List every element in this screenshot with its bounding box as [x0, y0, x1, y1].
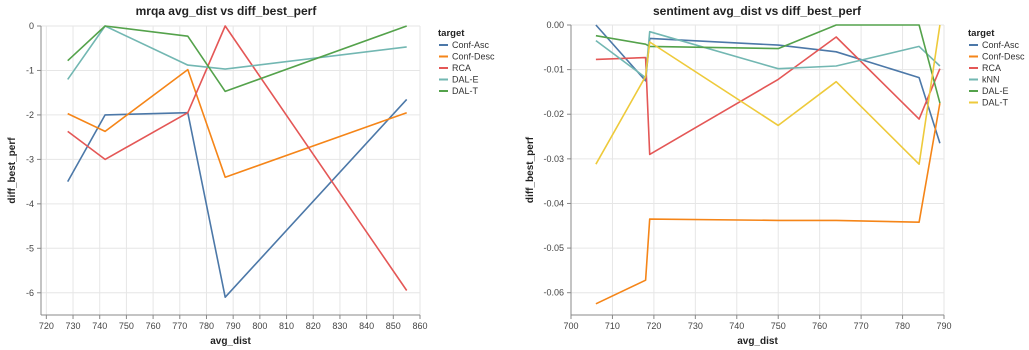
mrqa-x-tick-label: 840	[359, 321, 374, 331]
sentiment-x-tick-label: 710	[605, 321, 620, 331]
mrqa-x-tick-label: 820	[306, 321, 321, 331]
sentiment-y-tick-label: -0.06	[543, 288, 564, 298]
mrqa-y-tick-label: -1	[26, 65, 34, 75]
sentiment-y-tick-label: -0.01	[543, 65, 564, 75]
mrqa-x-tick-label: 740	[92, 321, 107, 331]
mrqa-x-tick-label: 800	[252, 321, 267, 331]
mrqa-x-tick-label: 750	[119, 321, 134, 331]
sentiment-chart-title: sentiment avg_dist vs diff_best_perf	[653, 4, 862, 18]
sentiment-x-tick-label: 780	[895, 321, 910, 331]
mrqa-series-line-rca	[67, 25, 408, 291]
mrqa-series-line-dal-t	[67, 25, 407, 93]
sentiment-series-line-dal-t	[595, 24, 941, 165]
mrqa-legend-label-dal-t: DAL-T	[452, 86, 479, 96]
sentiment-legend-title: target	[968, 28, 995, 39]
sentiment-x-tick-label: 790	[936, 321, 951, 331]
mrqa-x-tick-label: 780	[199, 321, 214, 331]
sentiment-y-tick-label: -0.02	[543, 109, 564, 119]
mrqa-x-tick-label: 770	[172, 321, 187, 331]
mrqa-legend-label-dal-e: DAL-E	[452, 75, 479, 85]
mrqa-legend-label-conf-desc: Conf-Desc	[452, 52, 495, 62]
sentiment-x-tick-label: 750	[771, 321, 786, 331]
mrqa-y-tick-label: -2	[26, 110, 34, 120]
mrqa-y-tick-label: -3	[26, 154, 34, 164]
mrqa-series-line-conf-asc	[67, 98, 408, 299]
mrqa-x-axis-title: avg_dist	[210, 336, 251, 347]
sentiment-y-tick-label: 0.00	[546, 20, 564, 30]
sentiment-series-line-dal-e	[595, 24, 941, 104]
sentiment-x-tick-label: 730	[688, 321, 703, 331]
sentiment-x-tick-label: 760	[812, 321, 827, 331]
sentiment-legend-label-conf-asc: Conf-Asc	[982, 40, 1020, 50]
sentiment-legend-label-dal-t: DAL-T	[982, 98, 1009, 108]
mrqa-x-tick-label: 760	[146, 321, 161, 331]
sentiment-legend-label-dal-e: DAL-E	[982, 86, 1009, 96]
mrqa-x-tick-label: 790	[226, 321, 241, 331]
sentiment-y-tick-label: -0.05	[543, 243, 564, 253]
mrqa-y-tick-label: -4	[26, 199, 34, 209]
mrqa-x-tick-label: 860	[412, 321, 427, 331]
mrqa-legend-label-conf-asc: Conf-Asc	[452, 40, 490, 50]
sentiment-legend-label-rca: RCA	[982, 63, 1001, 73]
sentiment-x-tick-label: 770	[854, 321, 869, 331]
mrqa-legend-label-rca: RCA	[452, 63, 471, 73]
mrqa-x-tick-label: 830	[332, 321, 347, 331]
mrqa-x-tick-label: 720	[39, 321, 54, 331]
mrqa-y-tick-label: 0	[29, 21, 34, 31]
sentiment-x-tick-label: 720	[646, 321, 661, 331]
mrqa-series-line-conf-desc	[67, 68, 407, 178]
sentiment-y-tick-label: -0.03	[543, 154, 564, 164]
mrqa-y-axis-title: diff_best_perf	[7, 137, 18, 204]
sentiment-series-line-conf-asc	[595, 24, 941, 144]
mrqa-y-tick-label: -5	[26, 243, 34, 253]
sentiment-series-line-conf-desc	[595, 102, 941, 305]
mrqa-series-line-dal-e	[67, 25, 407, 80]
sentiment-y-tick-label: -0.04	[543, 198, 564, 208]
mrqa-x-tick-label: 730	[66, 321, 81, 331]
mrqa-legend-title: target	[438, 28, 465, 39]
sentiment-x-tick-label: 700	[563, 321, 578, 331]
mrqa-y-tick-label: -6	[26, 288, 34, 298]
mrqa-chart-title: mrqa avg_dist vs diff_best_perf	[136, 4, 318, 18]
mrqa-x-tick-label: 810	[279, 321, 294, 331]
sentiment-x-axis-title: avg_dist	[737, 336, 778, 347]
sentiment-legend-label-knn: kNN	[982, 75, 1000, 85]
sentiment-series-line-rca	[595, 36, 941, 156]
mrqa-x-tick-label: 850	[386, 321, 401, 331]
sentiment-y-axis-title: diff_best_perf	[525, 136, 536, 203]
sentiment-legend-label-conf-desc: Conf-Desc	[982, 52, 1025, 62]
sentiment-x-tick-label: 740	[729, 321, 744, 331]
